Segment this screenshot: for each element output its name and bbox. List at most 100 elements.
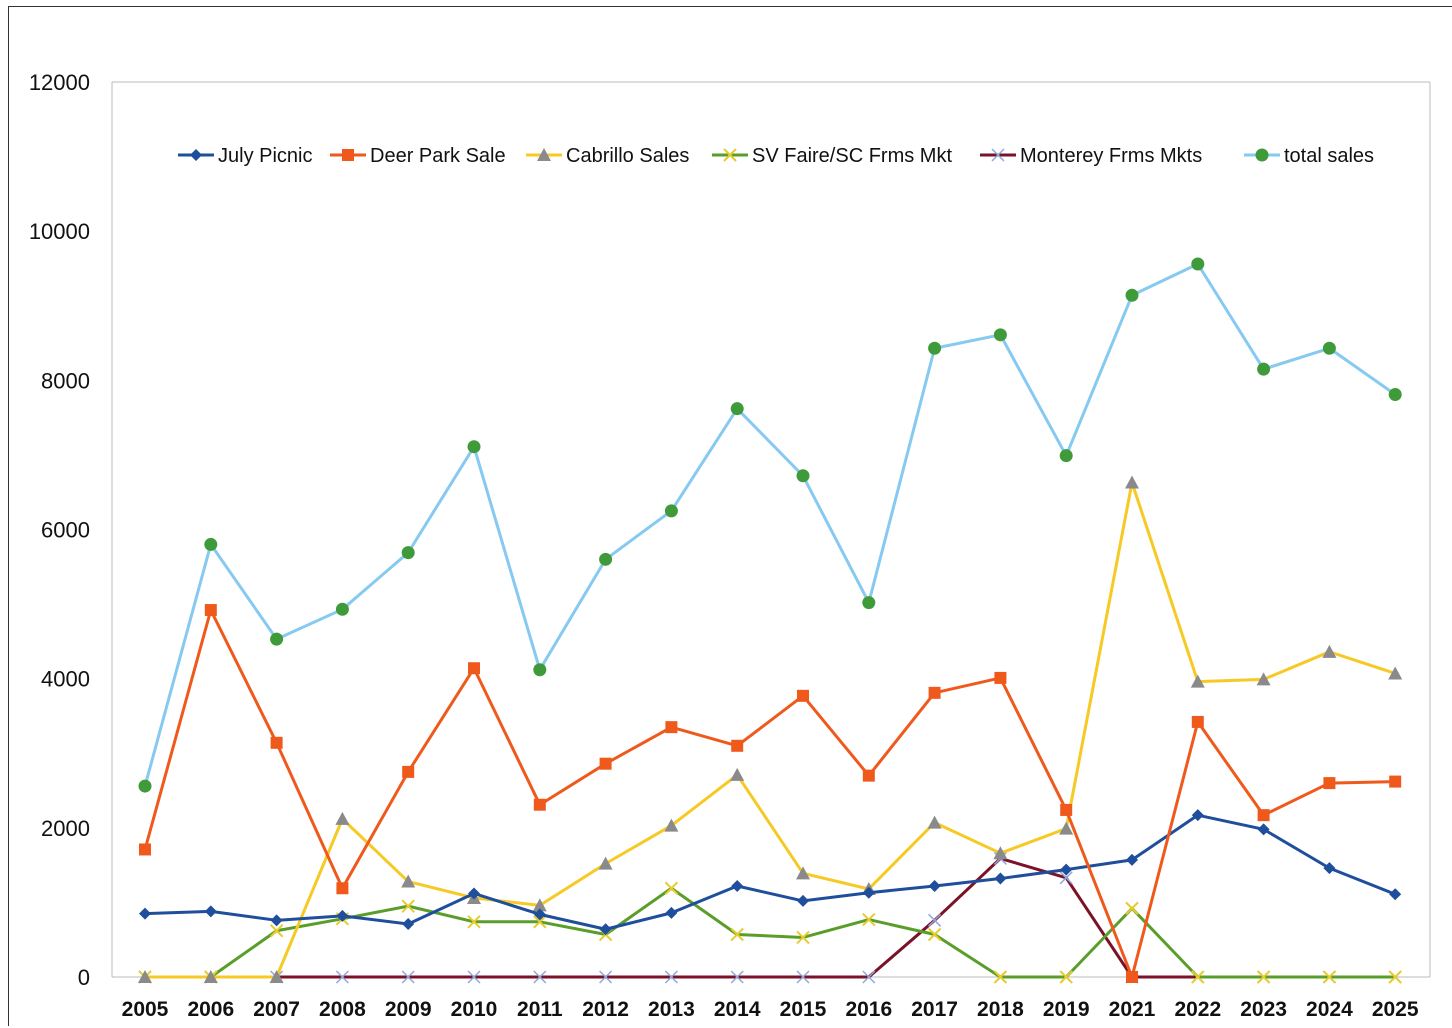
data-point (1126, 971, 1138, 983)
legend-item: SV Faire/SC Frms Mkt (712, 145, 952, 167)
data-point (928, 816, 942, 829)
data-point (599, 553, 612, 566)
legend: July Picnic Deer Park Sale Cabrillo Sales S… (178, 145, 1374, 167)
data-point (929, 880, 941, 892)
data-point (1192, 716, 1204, 728)
data-point (402, 546, 415, 559)
data-point (533, 663, 546, 676)
data-point (665, 907, 677, 919)
data-point (730, 768, 744, 781)
data-point (929, 687, 941, 699)
y-tick-label: 4000 (41, 667, 90, 692)
data-point (1125, 476, 1139, 489)
data-point (665, 504, 678, 517)
data-point (402, 766, 414, 778)
data-point (205, 905, 217, 917)
data-point (994, 672, 1006, 684)
x-tick-label: 2019 (1043, 998, 1090, 1021)
legend-label: total sales (1284, 145, 1374, 167)
data-point (1060, 449, 1073, 462)
data-point (1191, 257, 1204, 270)
data-point (863, 770, 875, 782)
x-tick-label: 2013 (648, 998, 695, 1021)
data-point (731, 740, 743, 752)
legend-label: SV Faire/SC Frms Mkt (752, 145, 952, 167)
data-point (1126, 289, 1139, 302)
data-point (1257, 363, 1270, 376)
x-tick-label: 2007 (253, 998, 300, 1021)
x-tick-label: 2008 (319, 998, 366, 1021)
data-point (1389, 388, 1402, 401)
data-point (797, 469, 810, 482)
data-point (336, 603, 349, 616)
x-axis-ticks: 2005 2006 2007 2008 2009 2010 2011 2012 2013 2014… (122, 998, 1419, 1021)
legend-label: July Picnic (218, 145, 312, 167)
data-point (731, 880, 743, 892)
series-july-picnic (139, 809, 1401, 935)
x-tick-label: 2025 (1372, 998, 1419, 1021)
series-line (145, 815, 1395, 929)
data-point (928, 342, 941, 355)
series-group (138, 257, 1402, 983)
legend-item: July Picnic (178, 145, 312, 167)
x-tick-label: 2018 (977, 998, 1024, 1021)
legend-item: Monterey Frms Mkts (980, 145, 1202, 167)
x-tick-label: 2017 (911, 998, 958, 1021)
data-point (1323, 342, 1336, 355)
data-point (336, 882, 348, 894)
legend-item: Deer Park Sale (330, 145, 506, 167)
y-tick-label: 6000 (41, 518, 90, 543)
data-point (139, 780, 152, 793)
data-point (402, 918, 414, 930)
legend-label: Deer Park Sale (370, 145, 506, 167)
data-point (1389, 776, 1401, 788)
data-point (599, 857, 613, 870)
x-tick-label: 2010 (451, 998, 498, 1021)
data-point (797, 690, 809, 702)
data-point (1389, 888, 1401, 900)
data-point (994, 328, 1007, 341)
data-point (1060, 804, 1072, 816)
series-line (145, 888, 1395, 977)
series-line (145, 264, 1395, 786)
x-tick-label: 2022 (1174, 998, 1221, 1021)
x-tick-label: 2024 (1306, 998, 1353, 1021)
series-sv-faire-sc-frms-mkt (139, 882, 1401, 983)
data-point (271, 737, 283, 749)
legend-marker (1256, 149, 1269, 162)
data-point (270, 633, 283, 646)
data-point (271, 914, 283, 926)
data-point (468, 440, 481, 453)
legend-marker (190, 149, 202, 161)
x-tick-label: 2023 (1240, 998, 1287, 1021)
series-deer-park-sale (139, 604, 1401, 983)
data-point (600, 758, 612, 770)
series-total-sales (139, 257, 1402, 792)
data-point (862, 596, 875, 609)
legend-item: total sales (1244, 145, 1374, 167)
x-tick-label: 2012 (582, 998, 629, 1021)
legend-label: Monterey Frms Mkts (1020, 145, 1202, 167)
y-tick-label: 2000 (41, 816, 90, 841)
x-tick-label: 2015 (780, 998, 827, 1021)
legend-item: Cabrillo Sales (526, 145, 689, 167)
data-point (731, 402, 744, 415)
data-point (1258, 809, 1270, 821)
data-point (335, 812, 349, 825)
y-tick-label: 12000 (29, 70, 90, 95)
legend-label: Cabrillo Sales (566, 145, 689, 167)
x-tick-label: 2021 (1109, 998, 1156, 1021)
x-tick-label: 2014 (714, 998, 761, 1021)
data-point (665, 882, 677, 894)
legend-marker (342, 149, 354, 161)
data-point (994, 873, 1006, 885)
data-point (929, 914, 941, 926)
data-point (204, 538, 217, 551)
x-tick-label: 2016 (845, 998, 892, 1021)
data-point (1126, 902, 1138, 914)
x-tick-label: 2005 (122, 998, 169, 1021)
data-point (1322, 645, 1336, 658)
y-tick-label: 10000 (29, 219, 90, 244)
data-point (468, 662, 480, 674)
